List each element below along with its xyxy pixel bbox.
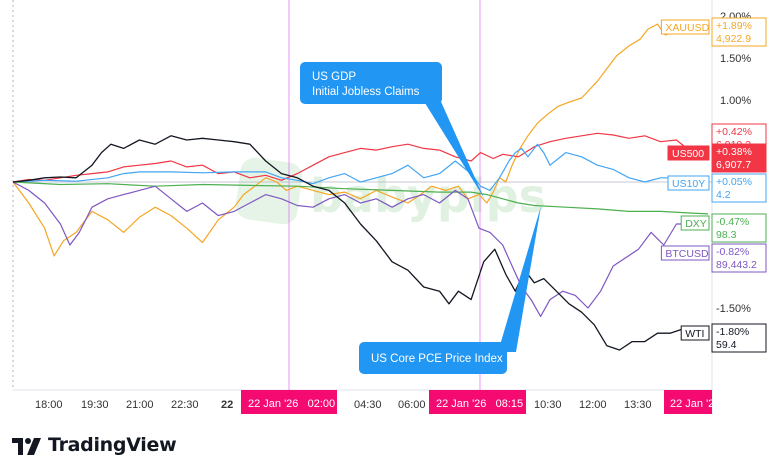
series-tag-us500: US500 +0.38%6,907.7 bbox=[667, 143, 767, 173]
series-last-label: 59.4 bbox=[716, 339, 737, 351]
series-last-label: 4.2 bbox=[716, 189, 731, 201]
watermark-text: babypips bbox=[310, 169, 546, 223]
series-value-box bbox=[711, 173, 767, 203]
series-change-label: -0.82% bbox=[716, 246, 749, 258]
x-tick: 10:30 bbox=[534, 399, 562, 411]
series-value-box bbox=[711, 323, 767, 353]
y-tick: 1.50% bbox=[720, 53, 751, 65]
series-name-label: DXY bbox=[685, 218, 707, 230]
series-name-box bbox=[680, 325, 710, 341]
series-name-label: WTI bbox=[685, 328, 704, 340]
y-tick: -1.50% bbox=[716, 303, 751, 315]
series-value-box bbox=[711, 143, 767, 173]
series-change-label: +0.05% bbox=[716, 176, 752, 188]
callout-line-1: US GDP bbox=[312, 71, 356, 83]
time-highlight-label: 22 Jan '2 bbox=[670, 398, 714, 410]
time-highlight-label: 22 Jan '26 08:15 bbox=[436, 398, 523, 410]
series-name-box bbox=[667, 175, 710, 191]
series-last-label: 98.3 bbox=[716, 229, 737, 241]
series-tag-wti: WTI -1.80%59.4 bbox=[680, 323, 767, 353]
callout-line-pce: US Core PCE Price Index bbox=[371, 353, 503, 365]
series-last-label: 6,907.7 bbox=[716, 159, 751, 171]
series-tags: XAUUSD+1.89%4,922.9+0.42%6,910.3US500+0.… bbox=[660, 17, 767, 353]
x-tick: 22:30 bbox=[171, 399, 199, 411]
series-line-xauusd bbox=[12, 23, 709, 257]
time-highlight-box bbox=[241, 390, 337, 414]
series-change-label: -0.47% bbox=[716, 216, 749, 228]
series-name-box bbox=[660, 245, 710, 261]
x-tick: 13:30 bbox=[624, 399, 652, 411]
x-tick: 22 bbox=[221, 399, 233, 411]
series-name-box bbox=[660, 19, 710, 35]
series-line-btcusd bbox=[12, 181, 709, 317]
series-line-wti bbox=[12, 135, 709, 351]
x-tick: 21:00 bbox=[126, 399, 154, 411]
time-highlight-box bbox=[429, 390, 526, 414]
series-line-us10y bbox=[12, 143, 708, 191]
watermark-logo-icon bbox=[235, 157, 303, 225]
callout-pointer-gdp bbox=[420, 95, 484, 198]
series-tag-btcusd: BTCUSD -0.82%89,443.2 bbox=[660, 243, 767, 273]
series-change-label: +0.42% bbox=[716, 126, 752, 138]
x-tick: 19:30 bbox=[81, 399, 109, 411]
series-tag-xauusd: XAUUSD +1.89%4,922.9 bbox=[660, 17, 767, 47]
series-last-label: 89,443.2 bbox=[716, 259, 757, 271]
callout-line-2: Initial Jobless Claims bbox=[312, 86, 420, 98]
series-change-label: +0.38% bbox=[716, 146, 752, 158]
series-tag-us10y: US10Y +0.05%4.2 bbox=[667, 173, 767, 203]
series-change-label: +1.89% bbox=[716, 20, 752, 32]
callout-core-pce: US Core PCE Price Index bbox=[359, 206, 541, 374]
callout-pointer-pce bbox=[498, 206, 541, 352]
time-highlight-label: 22 Jan '26 02:00 bbox=[248, 398, 335, 410]
tradingview-brand: TradingView bbox=[12, 432, 177, 458]
series-line-us500 bbox=[12, 132, 709, 183]
babypips-watermark: babypips bbox=[235, 157, 546, 225]
callout-box-gdp bbox=[300, 62, 442, 104]
x-tick: 04:30 bbox=[354, 399, 382, 411]
series-name-label: US10Y bbox=[672, 178, 705, 190]
series-name-box bbox=[680, 215, 710, 231]
series-name-box bbox=[667, 145, 710, 161]
series-value-box bbox=[711, 17, 767, 47]
callout-box-pce bbox=[359, 342, 507, 374]
y-tick: 1.00% bbox=[720, 95, 751, 107]
x-tick: 06:00 bbox=[398, 399, 426, 411]
series-line-dxy bbox=[12, 181, 709, 215]
time-highlight-box bbox=[664, 390, 712, 414]
series-change-label: -1.80% bbox=[716, 326, 749, 338]
series-value-box bbox=[711, 243, 767, 273]
x-tick: 12:00 bbox=[579, 399, 607, 411]
series-name-label: BTCUSD bbox=[665, 248, 709, 260]
tradingview-wordmark: TradingView bbox=[48, 434, 177, 456]
series-layer bbox=[12, 23, 709, 351]
series-value-box bbox=[711, 213, 767, 243]
series-name-label: US500 bbox=[672, 148, 704, 160]
series-last-label: 4,922.9 bbox=[716, 33, 751, 45]
series-name-label: XAUUSD bbox=[665, 22, 709, 34]
callout-us-gdp: US GDP Initial Jobless Claims bbox=[300, 62, 484, 198]
tradingview-logo-icon bbox=[12, 438, 41, 455]
x-tick: 18:00 bbox=[35, 399, 63, 411]
series-tag-dxy: DXY -0.47%98.3 bbox=[680, 213, 767, 243]
